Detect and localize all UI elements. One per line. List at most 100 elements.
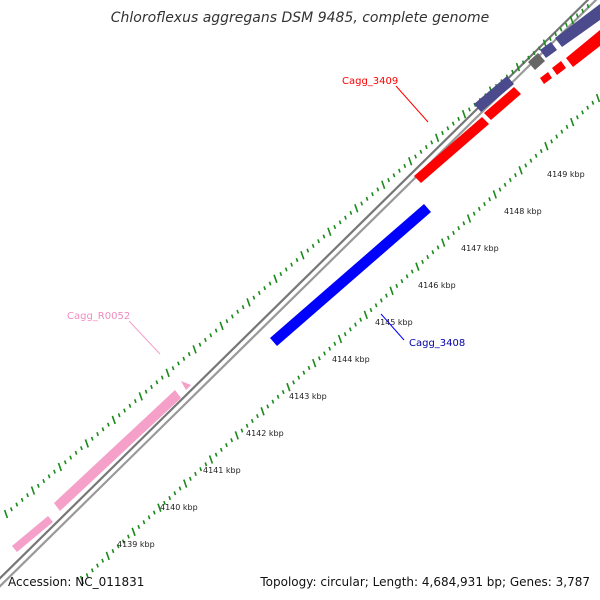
outer-minor-tick (26, 493, 29, 498)
cds-forward-small-3[interactable] (552, 61, 566, 75)
leader-line-cagg-3408 (380, 313, 405, 341)
inner-minor-tick (333, 341, 337, 346)
feature-purple-3[interactable] (555, 4, 600, 47)
inner-minor-tick (560, 129, 564, 134)
outer-major-tick (434, 133, 440, 142)
outer-minor-tick (581, 8, 584, 13)
cds-forward-small-1[interactable] (484, 87, 521, 120)
inner-minor-tick (446, 235, 450, 240)
outer-major-tick (381, 180, 386, 190)
cds-forward-small-2[interactable] (540, 72, 552, 84)
cds-forward-small-4[interactable] (566, 30, 600, 67)
tick-label: 4149 kbp (547, 170, 585, 179)
reverse-cds-features (270, 204, 431, 346)
inner-minor-tick (90, 568, 94, 573)
inner-minor-tick (188, 476, 192, 481)
label-cagg-3409[interactable]: Cagg_3409 (342, 76, 398, 87)
outer-minor-tick (36, 483, 40, 488)
inner-minor-tick (410, 269, 414, 274)
inner-minor-tick (400, 279, 404, 284)
rna-feature-cagg-r0052[interactable] (181, 381, 191, 390)
inner-major-tick (363, 310, 368, 320)
outer-minor-tick (360, 201, 364, 206)
inner-minor-tick (405, 274, 409, 279)
outer-minor-tick (430, 140, 434, 145)
inner-minor-tick (514, 173, 517, 178)
outer-minor-tick (387, 177, 390, 183)
outer-minor-tick (565, 22, 568, 27)
inner-minor-tick (121, 539, 125, 544)
inner-minor-tick (127, 534, 130, 539)
inner-minor-tick (256, 414, 259, 419)
inner-minor-tick (534, 153, 538, 158)
tick-label: 4141 kbp (203, 466, 241, 475)
rna-feature-rrna-lower[interactable] (12, 516, 53, 552)
inner-minor-tick (250, 418, 254, 424)
feature-gray-1[interactable] (528, 53, 545, 70)
inner-minor-tick (230, 438, 234, 443)
inner-minor-tick (529, 158, 533, 163)
inner-minor-tick (477, 206, 481, 211)
inner-minor-tick (395, 283, 399, 289)
feature-purple-2[interactable] (540, 42, 557, 58)
outer-minor-tick (424, 145, 428, 150)
inner-major-tick (595, 93, 600, 103)
inner-minor-tick (374, 303, 378, 308)
label-cagg-r0052[interactable]: Cagg_R0052 (67, 311, 130, 322)
outer-minor-tick (20, 497, 24, 502)
inner-major-tick (234, 431, 239, 440)
inner-major-tick (131, 527, 136, 537)
cds-cagg-3409[interactable] (414, 117, 489, 183)
gene-label-forward: Cagg_3409 (342, 76, 429, 123)
outer-minor-tick (128, 403, 132, 408)
outer-major-tick (192, 345, 197, 354)
tick-label: 4139 kbp (117, 540, 155, 549)
inner-minor-tick (307, 365, 311, 370)
inner-minor-tick (431, 250, 435, 255)
inner-minor-tick (457, 226, 461, 231)
inner-minor-tick (101, 558, 105, 563)
inner-minor-tick (581, 110, 584, 115)
outer-major-tick (3, 509, 9, 519)
outer-minor-tick (521, 60, 525, 65)
outer-minor-tick (133, 399, 137, 404)
outer-minor-tick (344, 215, 347, 220)
outer-minor-tick (123, 408, 126, 413)
inner-minor-tick (225, 442, 228, 448)
inner-minor-tick (204, 462, 208, 467)
inner-major-tick (570, 117, 575, 127)
inner-minor-tick (488, 197, 492, 202)
outer-minor-tick (144, 389, 148, 394)
outer-minor-tick (53, 469, 56, 474)
outer-minor-tick (403, 163, 407, 168)
accession-text: Accession: NC_011831 (8, 575, 145, 589)
outer-minor-tick (451, 121, 455, 126)
inner-minor-tick (147, 515, 151, 520)
inner-minor-tick (271, 399, 275, 404)
tick-label: 4144 kbp (332, 355, 370, 364)
inner-major-tick (415, 262, 420, 271)
tick-label: 4148 kbp (504, 207, 542, 216)
inner-minor-tick (591, 100, 595, 105)
inner-minor-tick (343, 332, 347, 337)
tick-label: 4140 kbp (160, 503, 198, 512)
outer-minor-tick (295, 257, 299, 263)
inner-minor-tick (85, 573, 89, 578)
inner-minor-tick (555, 134, 559, 139)
outer-major-tick (246, 298, 251, 307)
feature-purple-1[interactable] (474, 76, 514, 112)
outer-minor-tick (376, 187, 380, 192)
outer-minor-tick (468, 107, 471, 112)
outer-major-tick (300, 251, 305, 260)
inner-minor-tick (317, 356, 321, 361)
cds-cagg-3408[interactable] (270, 204, 431, 346)
outer-major-tick (84, 439, 89, 448)
outer-minor-tick (15, 502, 19, 507)
rna-feature-rrna-upper[interactable] (54, 390, 181, 511)
label-cagg-3408[interactable]: Cagg_3408 (409, 338, 465, 349)
outer-major-tick (57, 462, 63, 472)
outer-minor-tick (90, 436, 94, 441)
inner-minor-tick (194, 471, 197, 477)
